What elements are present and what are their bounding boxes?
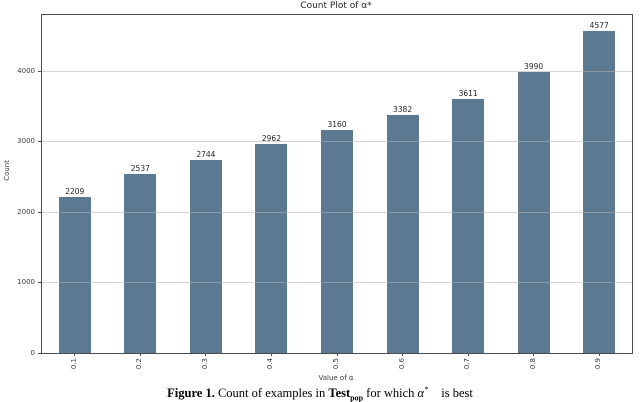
x-tick-mark-0.9 (598, 353, 600, 356)
x-tick-mark-0.1 (74, 353, 76, 356)
x-tick-label-0.4: 0.4 (266, 358, 275, 370)
y-axis-label: Count (3, 160, 11, 181)
gridline-y-3000 (42, 141, 632, 143)
x-tick-label-0.1: 0.1 (69, 358, 78, 370)
x-tick-label-0.5: 0.5 (332, 358, 340, 370)
x-tick-mark-0.5 (336, 353, 338, 356)
x-tick-label-0.3: 0.3 (200, 358, 209, 370)
bar-value-label-0.5: 3160 (327, 120, 347, 130)
x-axis-label: Value of α (318, 374, 354, 382)
x-tick-label-0.2: 0.2 (135, 358, 144, 370)
x-tick-mark-0.3 (205, 353, 207, 356)
y-tick-label-4000: 4000 (17, 66, 35, 75)
bar-value-label-0.1: 2209 (65, 187, 85, 197)
bar-value-label-0.2: 2537 (130, 164, 150, 174)
bar-0.4 (255, 144, 288, 353)
caption-text-before: Count of examples in (217, 386, 326, 401)
bar-value-label-0.7: 3611 (458, 88, 478, 98)
x-tick-label-0.9: 0.9 (594, 358, 603, 370)
gridline-y-2000 (42, 211, 632, 213)
bar-0.5 (321, 130, 353, 353)
x-tick-mark-0.2 (139, 353, 141, 356)
bar-0.2 (124, 174, 157, 353)
gridline-y-1000 (42, 282, 632, 284)
x-tick-mark-0.8 (533, 353, 535, 356)
x-tick-label-0.8: 0.8 (528, 358, 537, 370)
caption-text-mid: for which (366, 386, 415, 401)
y-tick-mark-4000 (38, 70, 42, 72)
x-tick-label-0.7: 0.7 (463, 358, 472, 370)
x-tick-label-0.6: 0.6 (397, 358, 406, 370)
plot-area: 0 1000 2000 3000 4000 2209 0.1 2537 0.2 2744 0.3 29… (17, 14, 633, 369)
caption-figure-label: Figure 1. (167, 386, 215, 401)
y-tick-mark-3000 (38, 141, 42, 143)
caption-testset-subscript: pop (350, 393, 364, 402)
gridline-y-4000 (42, 70, 632, 72)
bar-0.6 (386, 114, 419, 353)
bar-value-label-0.3: 2744 (196, 149, 216, 159)
caption-testset: Testpop (328, 386, 364, 402)
x-tick-mark-0.4 (270, 353, 272, 356)
y-tick-mark-2000 (38, 211, 42, 213)
bar-value-label-0.8: 3990 (524, 62, 544, 72)
x-tick-mark-0.7 (467, 353, 469, 356)
bar-0.7 (452, 98, 485, 353)
y-tick-mark-1000 (38, 282, 42, 284)
caption-alpha-symbol: α* (417, 385, 429, 401)
y-tick-label-3000: 3000 (17, 137, 35, 146)
figure-caption: Figure 1. Count of examples in Testpop f… (0, 385, 640, 402)
bar-0.3 (189, 159, 222, 353)
bar-0.9 (583, 30, 616, 353)
bar-0.1 (58, 197, 91, 353)
y-tick-mark-0 (38, 352, 42, 354)
chart-title: Count Plot of α* (300, 1, 372, 11)
y-tick-label-1000: 1000 (17, 278, 35, 287)
caption-alpha-superscript: * (424, 385, 429, 394)
bar-value-label-0.6: 3382 (393, 104, 413, 114)
y-tick-label-2000: 2000 (17, 207, 35, 216)
y-tick-label-0: 0 (30, 348, 35, 357)
caption-text-end: is best (441, 386, 473, 401)
bar-value-label-0.4: 2962 (261, 134, 281, 144)
bar-value-label-0.9: 4577 (589, 20, 609, 30)
x-tick-mark-0.6 (402, 353, 404, 356)
